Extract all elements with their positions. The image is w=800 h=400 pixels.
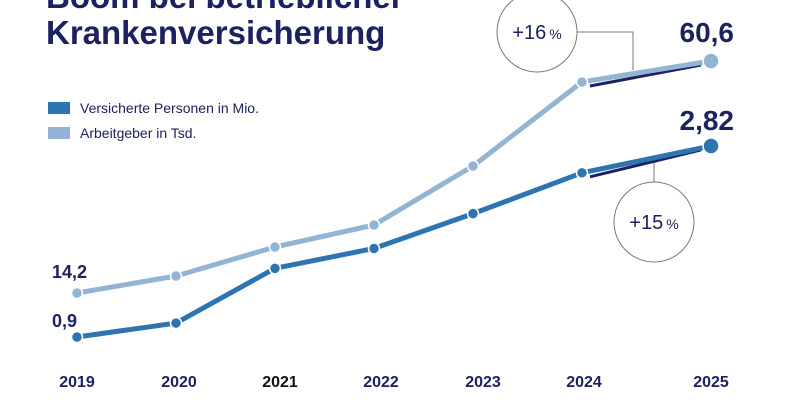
data-point-dark	[702, 137, 720, 155]
legend-item-versicherte: Versicherte Personen in Mio.	[48, 100, 259, 116]
legend-swatch-dark	[48, 102, 70, 114]
chart-title-line-2: Krankenversicherung	[46, 14, 386, 51]
x-tick-label: 2024	[566, 374, 602, 391]
series-line-light	[76, 58, 712, 296]
data-label-light-last: 60,6	[680, 17, 735, 48]
annotation-light-growth: +16%	[512, 22, 561, 44]
legend-label: Versicherte Personen in Mio.	[80, 100, 259, 116]
data-point-light	[466, 159, 480, 173]
callout-line-light	[575, 31, 634, 70]
data-point-dark	[367, 242, 381, 255]
annotation-dark-growth: +15%	[629, 212, 678, 234]
legend-item-arbeitgeber: Arbeitgeber in Tsd.	[48, 125, 196, 141]
data-point-light	[702, 52, 720, 70]
data-point-light	[575, 75, 589, 89]
data-label-dark-first: 0,9	[52, 311, 77, 331]
x-tick-label: 2019	[59, 374, 95, 391]
data-point-dark	[575, 166, 589, 180]
x-tick-label: 2020	[161, 374, 197, 391]
data-point-dark	[169, 316, 183, 330]
callout-circle-dark	[613, 181, 695, 263]
x-tick-label: 2021	[262, 374, 298, 391]
data-label-light-first: 14,2	[52, 262, 87, 282]
data-point-dark	[268, 262, 282, 275]
data-point-light	[367, 218, 381, 232]
data-point-light	[268, 240, 282, 254]
series-line-dark	[76, 143, 712, 340]
legend-label: Arbeitgeber in Tsd.	[80, 125, 197, 141]
accent-segment-light	[589, 63, 702, 88]
legend-swatch-light	[48, 127, 70, 139]
x-tick-label: 2022	[363, 374, 399, 391]
data-point-dark	[70, 330, 84, 344]
callout-circle-light	[496, 0, 578, 73]
chart-title-line-1: Boom bei betrieblicher	[46, 0, 404, 16]
data-point-light	[169, 269, 183, 283]
data-label-dark-last: 2,82	[680, 105, 735, 136]
data-point-dark	[466, 207, 480, 220]
x-tick-label: 2025	[693, 374, 729, 391]
x-tick-label: 2023	[465, 374, 501, 391]
data-point-light	[70, 286, 84, 300]
